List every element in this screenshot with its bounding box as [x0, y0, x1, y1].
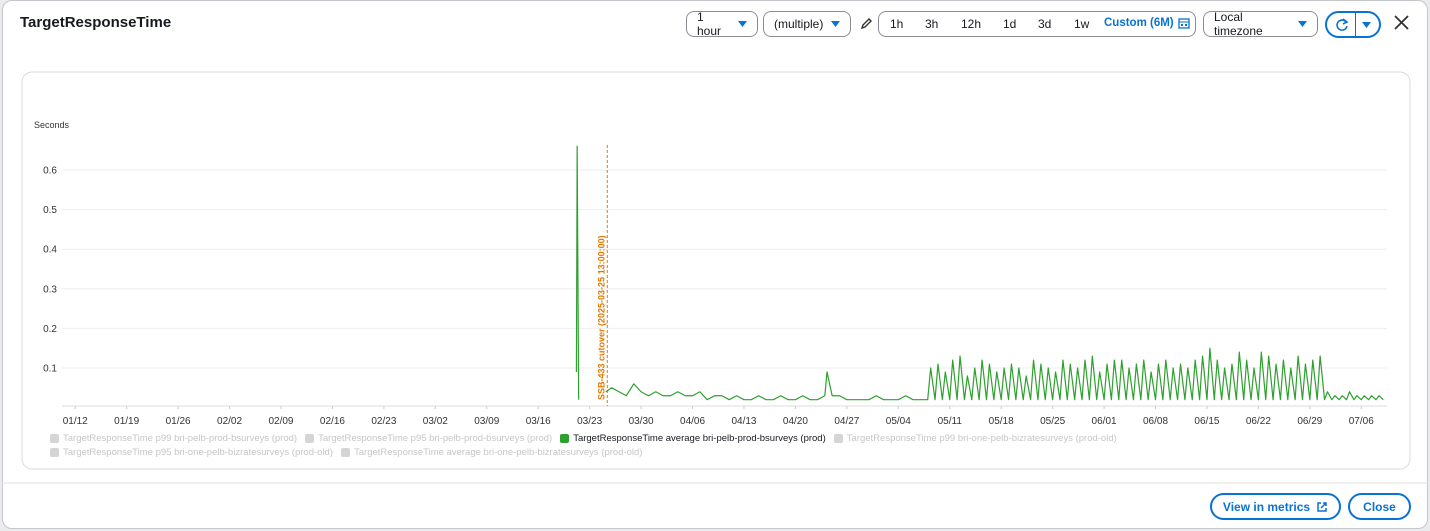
- range-option[interactable]: 12h: [961, 17, 982, 31]
- legend-item[interactable]: TargetResponseTime average bri-one-pelb-…: [341, 447, 642, 458]
- x-tick-label: 07/06: [1349, 416, 1374, 427]
- x-tick-label: 04/27: [834, 416, 859, 427]
- legend-swatch: [833, 434, 843, 443]
- period-value: 1 hour: [697, 10, 722, 38]
- x-tick-label: 02/02: [217, 416, 242, 427]
- x-tick-label: 02/23: [371, 416, 396, 427]
- caret: [1362, 21, 1371, 28]
- y-tick-label: 0.5: [43, 205, 57, 216]
- legend-item[interactable]: TargetResponseTime average bri-pelb-prod…: [560, 433, 826, 444]
- x-tick-label: 03/23: [577, 416, 602, 427]
- x-tick-label: 06/29: [1297, 416, 1322, 427]
- range-option[interactable]: 1w: [1074, 17, 1090, 31]
- x-tick-label: 06/08: [1143, 416, 1168, 427]
- y-tick-label: 0.6: [43, 166, 57, 177]
- x-tick-label: 05/11: [938, 416, 963, 427]
- y-tick-label: 0.1: [43, 364, 57, 375]
- legend-label: TargetResponseTime average bri-pelb-prod…: [573, 433, 826, 444]
- legend-item[interactable]: TargetResponseTime p99 bri-one-pelb-bizr…: [833, 433, 1117, 444]
- caret: [1298, 21, 1307, 27]
- x-tick-label: 05/18: [989, 416, 1014, 427]
- legend-label: TargetResponseTime p95 bri-one-pelb-bizr…: [63, 447, 333, 458]
- calendar-icon[interactable]: [1178, 17, 1190, 29]
- legend-swatch: [50, 434, 59, 443]
- x-tick-label: 02/16: [320, 416, 345, 427]
- x-tick-label: 06/01: [1092, 416, 1117, 427]
- y-tick-label: 0.2: [43, 324, 57, 335]
- timezone-value: Local timezone: [1214, 10, 1263, 38]
- range-option[interactable]: 1h: [890, 17, 904, 31]
- legend-swatch: [305, 434, 315, 443]
- x-tick-label: 03/09: [474, 416, 499, 427]
- statistic-value: (multiple): [774, 17, 824, 31]
- period-select[interactable]: 1 hour: [686, 10, 758, 38]
- edit-icon[interactable]: [860, 17, 873, 30]
- x-tick-label: 03/30: [629, 416, 654, 427]
- external-icon: [1317, 501, 1327, 512]
- chart-card: [21, 71, 1411, 470]
- legend-swatch: [50, 448, 59, 457]
- x-tick-label: 03/02: [423, 416, 448, 427]
- x-tick-label: 03/16: [526, 416, 551, 427]
- refresh-button[interactable]: [1325, 11, 1381, 38]
- view-in-metrics-button[interactable]: View in metrics: [1210, 493, 1341, 520]
- x-tick-label: 05/04: [886, 416, 911, 427]
- legend-item[interactable]: TargetResponseTime p95 bri-one-pelb-bizr…: [50, 447, 333, 458]
- x-tick-label: 05/25: [1040, 416, 1065, 427]
- x-tick-label: 04/06: [680, 416, 705, 427]
- timezone-select[interactable]: Local timezone: [1203, 10, 1318, 38]
- divider: [1355, 12, 1356, 37]
- x-tick-label: 01/12: [63, 416, 88, 427]
- range-option[interactable]: 3d: [1038, 17, 1052, 31]
- legend-label: TargetResponseTime p99 bri-one-pelb-bizr…: [846, 433, 1117, 444]
- x-tick-label: 04/13: [731, 416, 756, 427]
- legend-item[interactable]: TargetResponseTime p95 bri-pelb-prod-bsu…: [305, 433, 552, 444]
- legend-swatch: [560, 434, 570, 443]
- x-tick-label: 01/19: [114, 416, 139, 427]
- x-tick-label: 02/09: [268, 416, 293, 427]
- y-tick-label: 0.4: [43, 245, 57, 256]
- legend-label: TargetResponseTime p99 bri-pelb-prod-bsu…: [63, 433, 298, 444]
- refresh-icon: [1336, 17, 1349, 31]
- y-axis-label: Seconds: [34, 120, 70, 130]
- statistic-select[interactable]: (multiple): [763, 11, 851, 37]
- y-tick-label: 0.3: [43, 284, 57, 295]
- close-icon[interactable]: [1394, 15, 1409, 30]
- range-option[interactable]: 1d: [1003, 17, 1017, 31]
- legend: TargetResponseTime p99 bri-pelb-prod-bsu…: [50, 433, 1190, 458]
- x-tick-label: 06/22: [1246, 416, 1271, 427]
- legend-label: TargetResponseTime p95 bri-pelb-prod-bsu…: [318, 433, 553, 444]
- caret: [738, 21, 747, 27]
- modal-title: TargetResponseTime: [20, 14, 172, 31]
- button-label: Close: [1363, 499, 1396, 514]
- range-group: [878, 11, 1196, 37]
- legend-label: TargetResponseTime average bri-one-pelb-…: [354, 447, 643, 458]
- x-tick-label: 01/26: [166, 416, 191, 427]
- range-option[interactable]: 3h: [925, 17, 939, 31]
- button-label: View in metrics: [1222, 499, 1311, 514]
- legend-swatch: [341, 448, 350, 457]
- series-line: [575, 145, 1384, 401]
- x-tick-label: 04/20: [783, 416, 808, 427]
- caret: [831, 21, 840, 27]
- legend-item[interactable]: TargetResponseTime p99 bri-pelb-prod-bsu…: [50, 433, 297, 444]
- custom-range[interactable]: Custom (6M): [1104, 17, 1174, 29]
- annotation-label: SSB-433 cutover (2025-03-25 13:00:00): [596, 235, 606, 400]
- x-tick-label: 06/15: [1194, 416, 1219, 427]
- close-button[interactable]: Close: [1348, 493, 1411, 520]
